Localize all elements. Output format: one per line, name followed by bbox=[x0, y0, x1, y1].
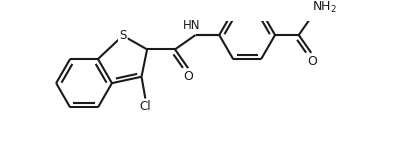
Text: NH$_2$: NH$_2$ bbox=[312, 0, 337, 15]
Text: HN: HN bbox=[183, 19, 200, 32]
Text: S: S bbox=[119, 29, 127, 42]
Text: O: O bbox=[183, 70, 193, 83]
Text: Cl: Cl bbox=[140, 100, 151, 113]
Text: O: O bbox=[307, 55, 317, 68]
